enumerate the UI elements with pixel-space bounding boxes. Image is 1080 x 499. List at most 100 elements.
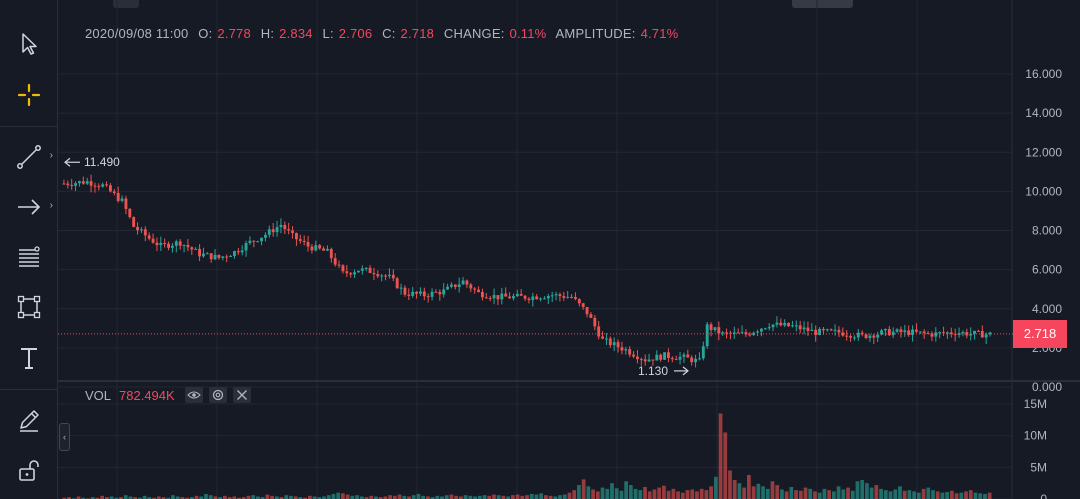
candle-body	[918, 331, 922, 333]
candle-body	[825, 329, 829, 331]
cursor-tool[interactable]	[0, 20, 57, 68]
candle-body	[450, 284, 453, 287]
top-tab-active[interactable]	[792, 0, 853, 8]
volume-bar	[652, 489, 657, 499]
fib-tool[interactable]	[0, 233, 57, 281]
candle-body	[690, 357, 694, 363]
candle-body	[364, 267, 368, 269]
candle-body	[271, 229, 275, 233]
text-tool[interactable]	[0, 334, 57, 382]
candle-body	[314, 245, 318, 251]
arrow-tool[interactable]: ›	[0, 183, 57, 231]
candle-body	[949, 332, 953, 334]
legend-high-value: 2.834	[279, 26, 313, 41]
candle-body	[674, 359, 678, 361]
volume-bar	[954, 493, 959, 499]
more-chevron-icon[interactable]: ›	[49, 200, 53, 211]
legend-open-label: O:	[198, 26, 213, 41]
volume-bar	[553, 496, 558, 499]
volume-bar	[756, 483, 761, 499]
candle-body	[837, 329, 841, 333]
volume-bar	[959, 492, 964, 499]
candle-body	[736, 332, 740, 334]
volume-bar	[119, 497, 123, 499]
candle-body	[577, 299, 581, 304]
candle-body	[593, 317, 597, 327]
volume-bar	[827, 490, 831, 499]
candle-body	[256, 241, 260, 243]
candle-body	[647, 359, 651, 362]
settings-button[interactable]	[208, 387, 227, 403]
candle-body	[969, 333, 973, 336]
volume-bar	[383, 496, 388, 499]
volume-axis-tick: 10M	[1024, 429, 1047, 443]
price-axis-tick: 8.000	[1032, 224, 1062, 238]
volume-bar	[270, 495, 274, 499]
candle-body	[965, 332, 969, 336]
candle-body	[318, 245, 322, 249]
volume-bar	[732, 480, 737, 499]
volume-bar	[713, 476, 718, 499]
legend-change-value: 0.11%	[509, 26, 547, 41]
volume-bar	[388, 495, 392, 499]
crosshair-tool[interactable]	[0, 71, 57, 119]
candle-body	[124, 198, 128, 209]
volume-bar	[525, 495, 529, 499]
candle-body	[853, 337, 856, 339]
chevron-left-icon: ‹	[63, 432, 66, 442]
volume-bar	[742, 487, 747, 499]
candle-body	[942, 332, 945, 334]
candle-body	[915, 329, 918, 332]
volume-bar	[718, 413, 723, 499]
volume-bar	[350, 495, 355, 499]
close-button[interactable]	[232, 387, 251, 403]
volume-bar	[303, 497, 307, 499]
candle-body	[957, 333, 961, 335]
volume-bar	[643, 486, 647, 499]
candle-body	[961, 332, 965, 334]
volume-bar	[907, 490, 912, 499]
candle-body	[422, 291, 426, 297]
volume-bar	[931, 490, 935, 499]
volume-bar	[850, 490, 855, 499]
volume-bar	[100, 495, 104, 499]
candle-body	[907, 330, 911, 335]
legend-high-label: H:	[260, 26, 275, 41]
volume-bar	[595, 491, 600, 499]
volume-bar	[322, 496, 326, 499]
price-axis-tick: 6.000	[1032, 263, 1062, 277]
legend-timestamp: 2020/09/08 11:00	[85, 26, 189, 41]
edit-tool[interactable]	[0, 396, 57, 444]
candle-body	[225, 256, 229, 258]
candle-body	[566, 296, 570, 298]
candle-body	[399, 287, 403, 289]
lock-tool[interactable]	[0, 446, 57, 494]
volume-bar	[567, 492, 572, 499]
volume-bar	[345, 494, 350, 499]
rectangle-tool[interactable]	[0, 283, 57, 331]
volume-bar	[803, 487, 808, 499]
candle-body	[798, 325, 802, 330]
candle-body	[988, 332, 992, 335]
trend-line-tool[interactable]: ›	[0, 133, 57, 181]
candle-body	[775, 322, 779, 325]
candle-body	[802, 327, 806, 330]
volume-bar	[397, 494, 402, 499]
volume-bar	[171, 495, 175, 499]
candle-body	[682, 354, 686, 357]
volume-bar	[227, 497, 232, 499]
candle-body	[295, 233, 298, 240]
collapse-toolbar-button[interactable]: ‹	[59, 423, 70, 451]
candle-body	[822, 328, 825, 331]
candle-body	[380, 275, 384, 277]
visibility-button[interactable]	[184, 387, 203, 403]
volume-bar	[841, 489, 846, 499]
candle-body	[686, 354, 690, 358]
trend-line-icon	[16, 145, 41, 169]
volume-bar	[407, 496, 411, 499]
candle-body	[388, 274, 391, 277]
more-chevron-icon[interactable]: ›	[49, 150, 53, 161]
top-tab-1[interactable]	[113, 0, 139, 8]
candle-body	[341, 265, 345, 272]
